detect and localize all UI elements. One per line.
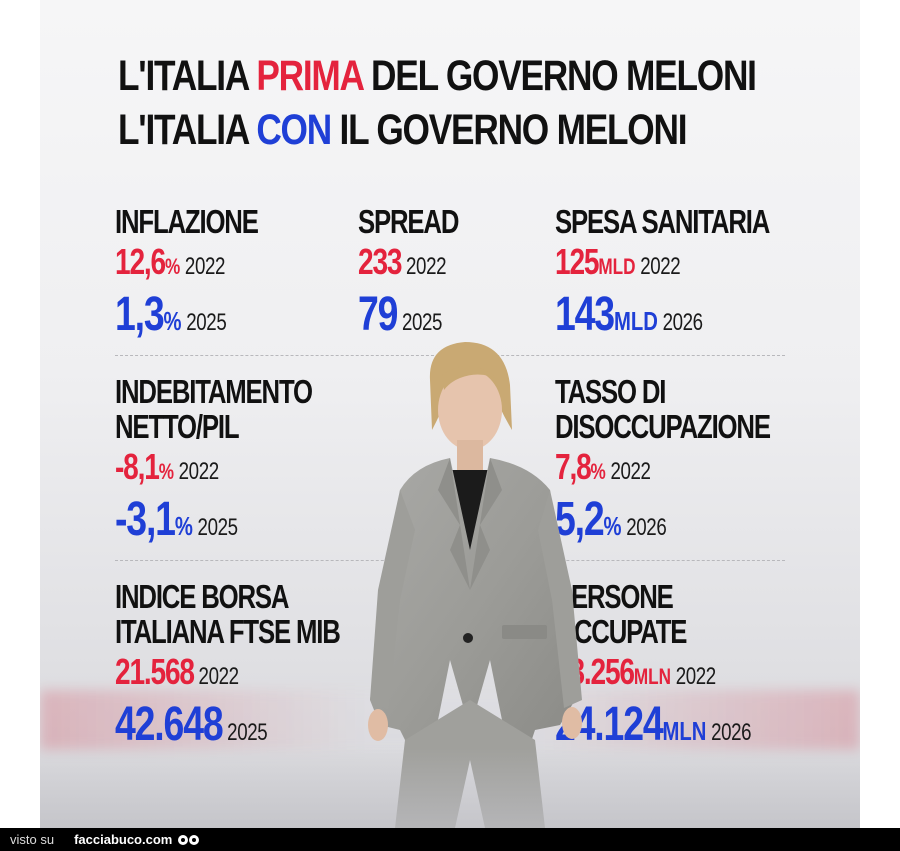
headline-highlight-prima: PRIMA — [256, 52, 363, 100]
stat-label: SPESA SANITARIA — [555, 203, 770, 240]
stat-before-value: 12,6 — [115, 241, 166, 282]
stat-label-1: INDICE BORSA — [115, 578, 289, 615]
stat-before-value: 21.568 — [115, 651, 195, 692]
stat-year: 2025 — [401, 309, 443, 336]
stat-after-row: 143MLD 2026 — [555, 287, 769, 342]
stat-label: INFLAZIONE — [115, 203, 259, 240]
stat-unit: MLN — [662, 716, 707, 746]
headline-text: L'ITALIA — [118, 52, 257, 100]
headline-text: DEL GOVERNO MELONI — [362, 52, 757, 100]
seen-on-text: visto su — [10, 832, 55, 847]
stat-label-2: DISOCCUPAZIONE — [555, 408, 771, 445]
stat-after-value: 1,3 — [115, 288, 165, 341]
stat-label-2: OCCUPATE — [555, 613, 687, 650]
stat-year: 2022 — [198, 663, 239, 690]
stat-indice-borsa: INDICE BORSA ITALIANA FTSE MIB 21.568 202… — [115, 579, 403, 752]
stat-label-1: TASSO DI — [555, 373, 666, 410]
stat-after-row: 5,2% 2026 — [555, 492, 770, 547]
stat-year: 2022 — [406, 253, 447, 280]
headline-line-1: L'ITALIA PRIMA DEL GOVERNO MELONI — [118, 52, 757, 101]
stat-year: 2025 — [197, 514, 238, 541]
stat-label-1: INDEBITAMENTO — [115, 373, 313, 410]
stat-year: 2026 — [662, 309, 703, 336]
headline-text: L'ITALIA — [118, 106, 257, 154]
stat-after-row: 79 2025 — [358, 287, 458, 342]
stat-spread: SPREAD 233 2022 79 2025 — [358, 204, 487, 342]
stat-after-value: -3,1 — [115, 493, 176, 546]
stat-after-row: -3,1% 2025 — [115, 492, 312, 547]
stat-disoccupazione: TASSO DI DISOCCUPAZIONE 7,8% 2022 5,2% 202… — [555, 374, 830, 547]
stat-unit: MLD — [613, 306, 658, 336]
stat-indebitamento: INDEBITAMENTO NETTO/PIL -8,1% 2022 -3,1% 2… — [115, 374, 367, 547]
stat-label: SPREAD — [358, 203, 459, 240]
stat-before-value: -8,1 — [115, 446, 160, 487]
footer-bar: visto su facciabuco.com — [0, 828, 900, 851]
stat-year: 2022 — [610, 458, 651, 485]
stat-year: 2025 — [227, 719, 268, 746]
stat-after-value: 79 — [358, 288, 398, 341]
infographic-card: L'ITALIA PRIMA DEL GOVERNO MELONI L'ITAL… — [40, 0, 860, 828]
stat-year: 2022 — [640, 253, 681, 280]
stat-unit: % — [603, 511, 622, 541]
stat-year: 2026 — [626, 514, 667, 541]
headline-line-2: L'ITALIA CON IL GOVERNO MELONI — [118, 106, 688, 155]
stat-after-value: 143 — [555, 288, 615, 341]
stat-before-row: 7,8% 2022 — [555, 446, 770, 488]
stat-before-row: 12,6% 2022 — [115, 241, 258, 283]
stat-label-2: ITALIANA FTSE MIB — [115, 613, 341, 650]
stat-before-value: 233 — [358, 241, 403, 282]
stat-before-row: -8,1% 2022 — [115, 446, 312, 488]
stat-before-row: 125MLD 2022 — [555, 241, 769, 283]
woman-in-grey-suit-photo — [368, 342, 582, 828]
stat-unit: % — [174, 511, 193, 541]
stat-unit: % — [158, 459, 174, 484]
stat-after-row: 42.648 2025 — [115, 697, 340, 752]
stat-after-row: 1,3% 2025 — [115, 287, 258, 342]
stat-after-value: 42.648 — [115, 698, 224, 751]
stat-year: 2026 — [711, 719, 752, 746]
stat-before-value: 7,8 — [555, 446, 592, 487]
stat-before-value: 125 — [555, 241, 600, 282]
stat-before-row: 233 2022 — [358, 241, 458, 283]
stat-after-value: 5,2 — [555, 493, 605, 546]
stat-inflazione: INFLAZIONE 12,6% 2022 1,3% 2025 — [115, 204, 298, 342]
stat-unit: % — [164, 254, 181, 279]
headline-highlight-con: CON — [256, 106, 332, 154]
stat-unit: % — [590, 459, 606, 484]
stat-year: 2022 — [184, 253, 226, 280]
stat-spesa-sanitaria: SPESA SANITARIA 125MLD 2022 143MLD 2026 — [555, 204, 830, 342]
stat-label-2: NETTO/PIL — [115, 408, 240, 445]
stat-label-1: PERSONE — [555, 578, 674, 615]
stat-unit: MLN — [633, 664, 672, 689]
stat-unit: MLD — [598, 254, 636, 279]
headline-text: IL GOVERNO MELONI — [330, 106, 688, 154]
stat-year: 2022 — [675, 663, 716, 690]
stat-before-row: 21.568 2022 — [115, 651, 340, 693]
site-link[interactable]: facciabuco.com — [74, 832, 173, 847]
stat-unit: % — [163, 306, 182, 336]
eyes-logo-icon — [178, 834, 200, 845]
stat-year: 2025 — [186, 309, 227, 336]
stat-year: 2022 — [178, 458, 219, 485]
